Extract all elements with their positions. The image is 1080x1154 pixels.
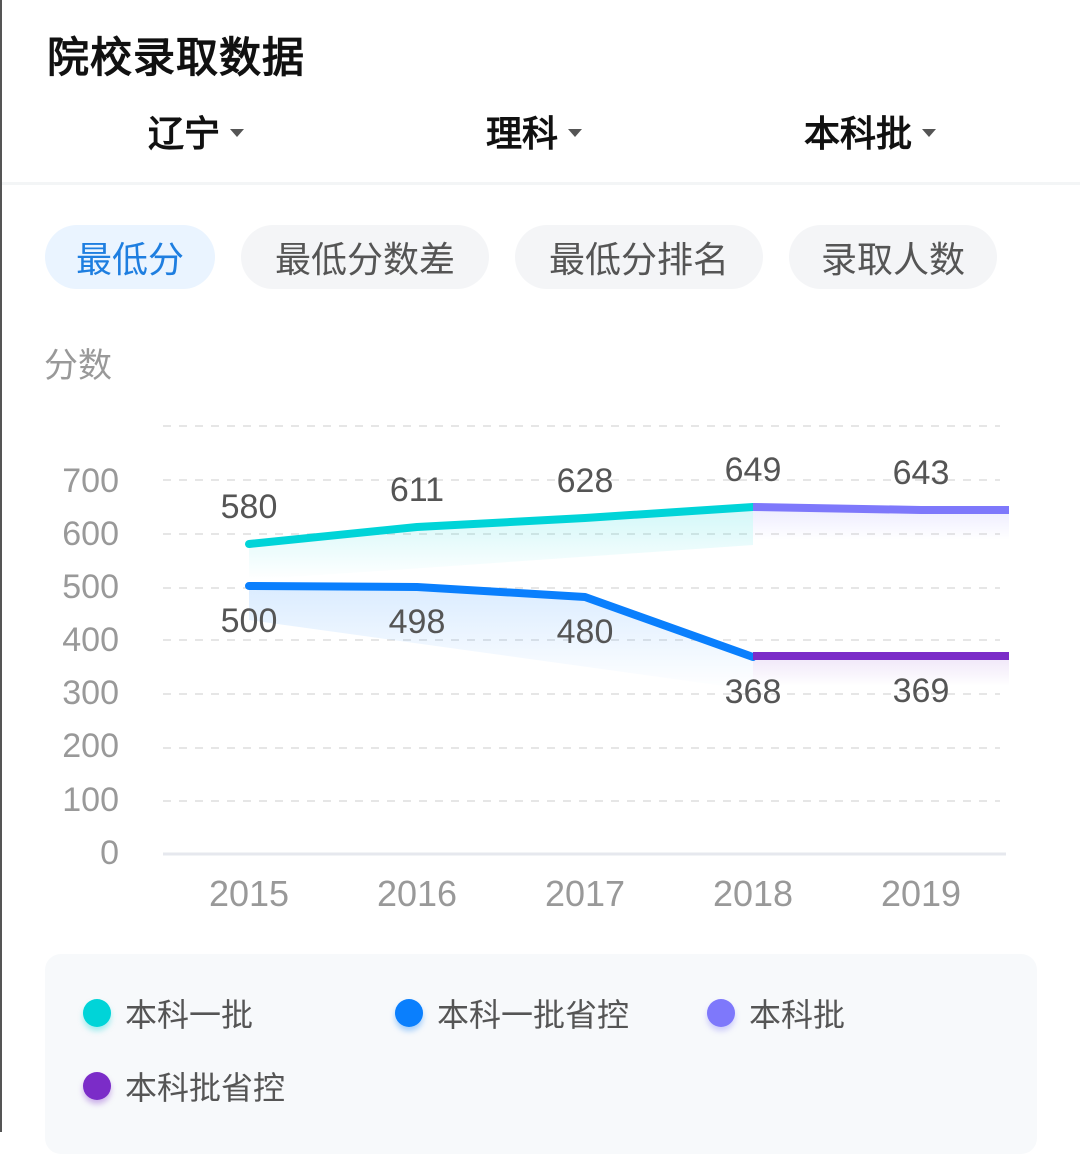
series-line-bk1-control — [245, 582, 757, 661]
subject-dropdown[interactable]: 理科 — [486, 105, 583, 157]
x-tick-labels: 2015 2016 2017 2018 2019 — [209, 873, 961, 914]
legend-dot-icon — [395, 999, 423, 1027]
svg-text:498: 498 — [389, 603, 446, 641]
legend-item-bk1-control[interactable]: 本科一批省控 — [395, 990, 629, 1036]
chart-legend: 本科一批 本科一批省控 本科批 本科批省控 — [45, 954, 1037, 1154]
legend-item-bk1[interactable]: 本科一批 — [83, 990, 253, 1036]
page-title: 院校录取数据 — [47, 33, 306, 82]
svg-text:580: 580 — [221, 488, 278, 526]
series-line-bk — [752, 503, 1009, 514]
svg-text:2016: 2016 — [377, 873, 457, 914]
caret-down-icon — [230, 129, 245, 137]
line-chart: 700 600 500 400 300 200 100 0 2015 2016 … — [62, 425, 1009, 914]
legend-dot-icon — [83, 1072, 111, 1100]
tab-min-score-rank[interactable]: 最低分排名 — [515, 225, 763, 289]
y-axis-title: 分数 — [44, 346, 112, 386]
svg-text:500: 500 — [62, 568, 119, 606]
svg-text:0: 0 — [100, 834, 119, 872]
svg-text:700: 700 — [62, 462, 119, 500]
svg-text:300: 300 — [62, 674, 119, 712]
svg-text:2019: 2019 — [881, 873, 961, 914]
svg-text:368: 368 — [725, 673, 782, 711]
province-label: 辽宁 — [148, 114, 221, 155]
svg-text:369: 369 — [893, 672, 950, 710]
svg-text:2018: 2018 — [713, 873, 793, 914]
svg-text:643: 643 — [893, 454, 950, 492]
batch-label: 本科批 — [804, 114, 913, 155]
svg-text:611: 611 — [390, 471, 444, 509]
svg-text:600: 600 — [62, 515, 119, 553]
svg-text:500: 500 — [221, 602, 278, 640]
caret-down-icon — [922, 129, 937, 137]
legend-label: 本科批 — [749, 996, 846, 1034]
data-labels: 580 611 628 649 643 500 498 480 368 369 — [221, 451, 950, 711]
svg-text:2015: 2015 — [209, 873, 289, 914]
legend-item-bk[interactable]: 本科批 — [707, 990, 845, 1036]
legend-dot-icon — [707, 999, 735, 1027]
tab-min-score-diff[interactable]: 最低分数差 — [241, 225, 489, 289]
series-line-bk1 — [245, 503, 757, 548]
caret-down-icon — [568, 129, 583, 137]
tab-min-score[interactable]: 最低分 — [45, 225, 215, 289]
legend-dot-icon — [83, 999, 111, 1027]
province-dropdown[interactable]: 辽宁 — [148, 105, 245, 157]
legend-label: 本科批省控 — [125, 1069, 286, 1107]
svg-text:2017: 2017 — [545, 873, 625, 914]
svg-text:628: 628 — [557, 462, 614, 500]
legend-item-bk-control[interactable]: 本科批省控 — [83, 1063, 285, 1109]
svg-text:649: 649 — [725, 451, 782, 489]
svg-text:400: 400 — [62, 621, 119, 659]
header-divider — [2, 182, 1080, 185]
legend-label: 本科一批 — [125, 996, 254, 1034]
batch-dropdown[interactable]: 本科批 — [804, 105, 937, 157]
subject-label: 理科 — [486, 114, 559, 155]
legend-label: 本科一批省控 — [437, 996, 630, 1034]
window-left-border — [0, 0, 2, 1132]
y-tick-labels: 700 600 500 400 300 200 100 0 — [62, 462, 119, 872]
svg-text:200: 200 — [62, 727, 119, 765]
svg-text:100: 100 — [62, 781, 119, 819]
tab-admission-count[interactable]: 录取人数 — [789, 225, 997, 289]
filter-bar: 辽宁 理科 本科批 — [0, 105, 1080, 165]
svg-text:480: 480 — [557, 613, 614, 651]
